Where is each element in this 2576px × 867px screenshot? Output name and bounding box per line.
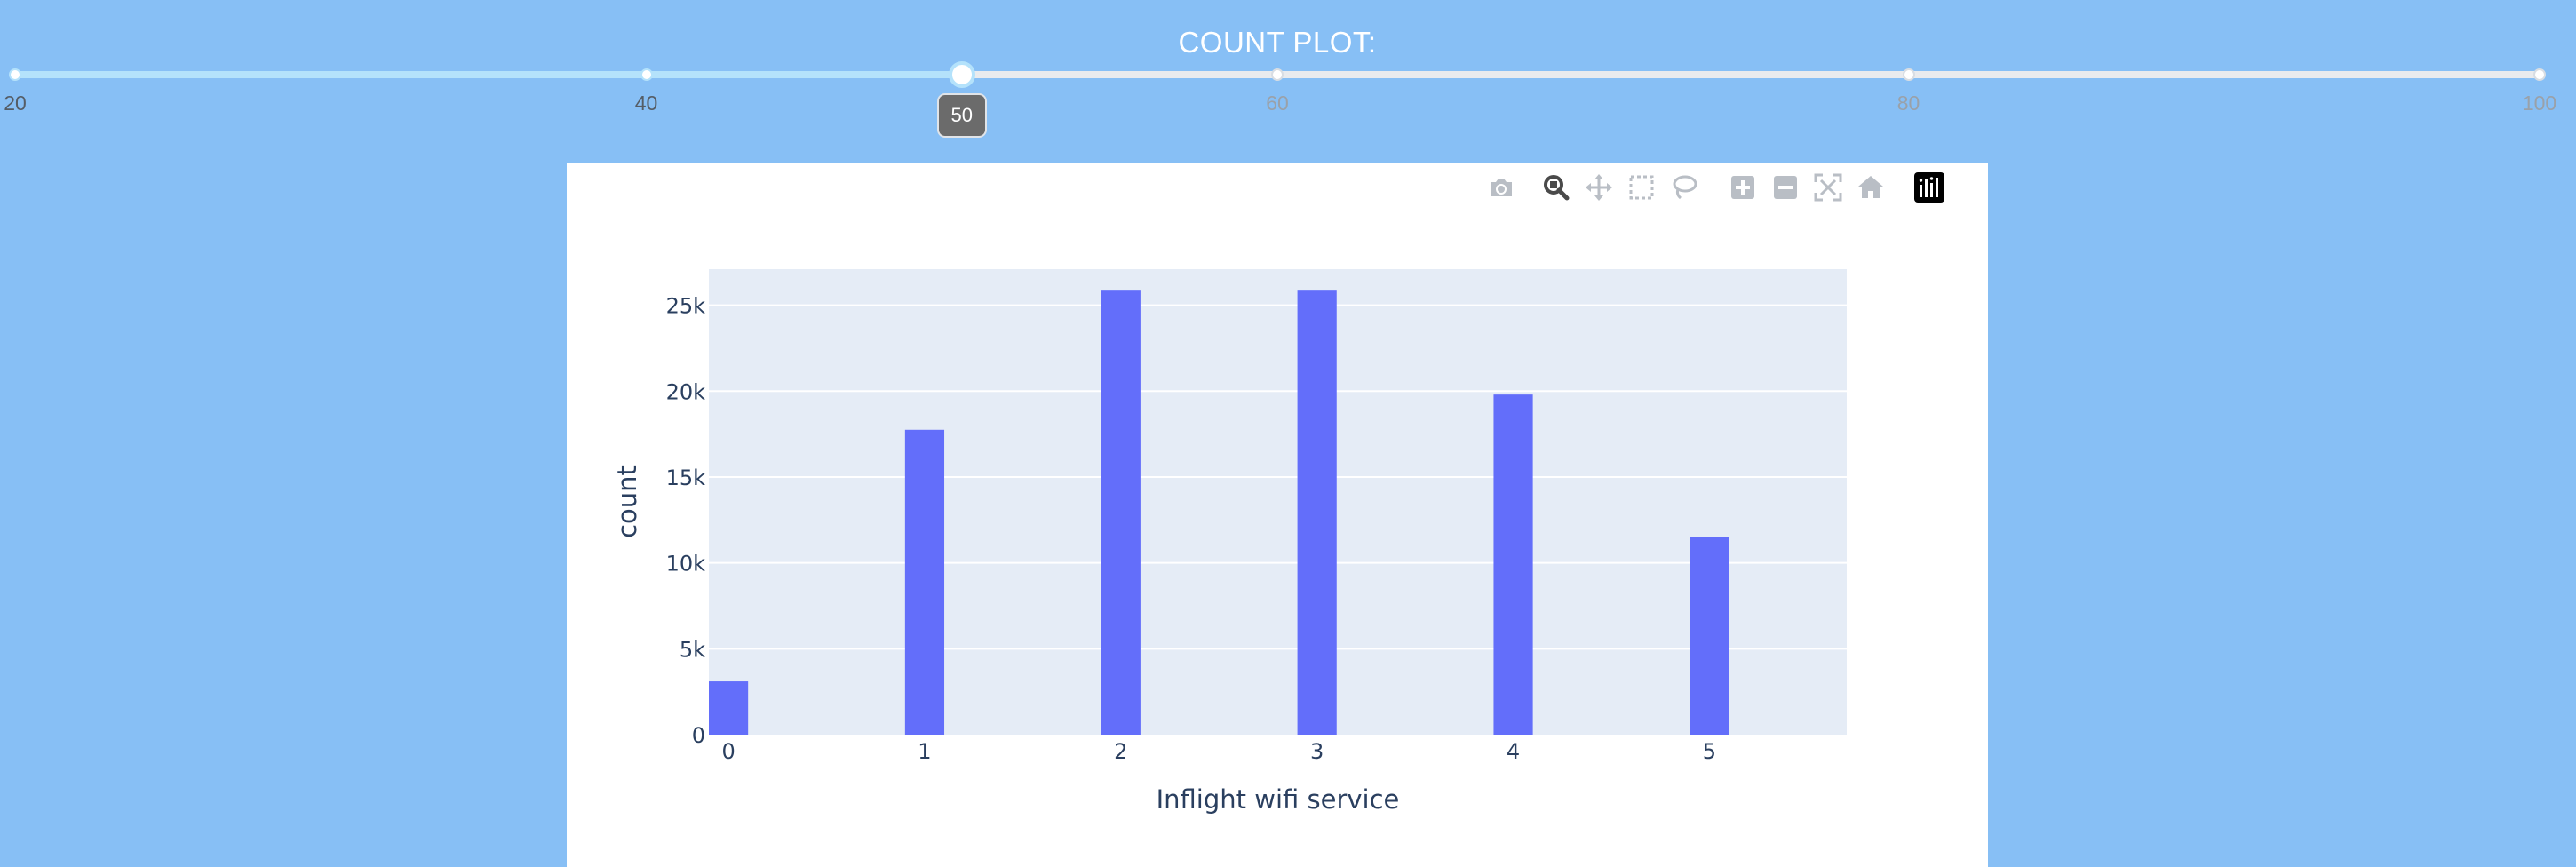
slider-dot-20[interactable] — [9, 68, 21, 81]
x-tick-label: 3 — [1310, 739, 1324, 764]
y-tick-label: 15k — [666, 465, 706, 490]
chart-modebar — [1483, 170, 1981, 205]
zoom-in-icon[interactable] — [1725, 170, 1761, 205]
slider-dot-100[interactable] — [2533, 68, 2546, 81]
value-slider[interactable]: 20 40 60 80 100 50 — [0, 53, 2576, 160]
slider-value-tooltip: 50 — [936, 93, 987, 138]
gridlines — [709, 304, 1847, 650]
chart-panel: 0 5k 10k 15k 20k 25k 0 1 2 3 4 5 Inflight wifi ser… — [567, 163, 1988, 867]
plot-area[interactable] — [709, 269, 1847, 735]
x-axis-ticks: 0 1 2 3 4 5 — [721, 739, 1716, 764]
x-axis-title: Inflight wifi service — [1157, 784, 1400, 815]
y-tick-label: 25k — [666, 294, 706, 319]
bar-4[interactable] — [1493, 394, 1533, 735]
reset-axes-icon[interactable] — [1853, 170, 1888, 205]
bar-1[interactable] — [904, 429, 945, 735]
zoom-out-icon[interactable] — [1768, 170, 1803, 205]
pan-icon[interactable] — [1581, 170, 1617, 205]
bars — [709, 290, 1729, 735]
slider-handle[interactable] — [948, 61, 975, 88]
plotly-logo-icon[interactable] — [1912, 170, 1947, 205]
slider-mark-label[interactable]: 100 — [2522, 91, 2557, 115]
bar-5[interactable] — [1690, 537, 1729, 735]
count-bar-chart[interactable]: 0 5k 10k 15k 20k 25k 0 1 2 3 4 5 Inflight wifi ser… — [567, 163, 1988, 867]
y-axis-title: count — [612, 465, 642, 538]
y-tick-label: 5k — [680, 637, 705, 662]
camera-icon[interactable] — [1483, 170, 1519, 205]
slider-dot-40[interactable] — [640, 68, 653, 81]
bar-0[interactable] — [709, 681, 749, 735]
bar-2[interactable] — [1101, 290, 1141, 735]
lasso-select-icon[interactable] — [1666, 170, 1702, 205]
x-tick-label: 2 — [1114, 739, 1127, 764]
y-axis-ticks: 0 5k 10k 15k 20k 25k — [666, 294, 706, 748]
autoscale-icon[interactable] — [1810, 170, 1846, 205]
zoom-icon[interactable] — [1538, 170, 1574, 205]
y-tick-label: 20k — [666, 379, 706, 404]
x-tick-label: 4 — [1507, 739, 1520, 764]
x-tick-label: 5 — [1703, 739, 1716, 764]
y-tick-label: 0 — [692, 723, 705, 748]
slider-mark-label[interactable]: 80 — [1896, 91, 1920, 115]
slider-mark-label[interactable]: 20 — [4, 91, 27, 115]
bar-3[interactable] — [1297, 290, 1337, 735]
slider-track[interactable] — [15, 71, 962, 78]
page-title: COUNT PLOT: — [1178, 26, 1377, 59]
slider-mark-label[interactable]: 60 — [1266, 91, 1289, 115]
slider-dot-60[interactable] — [1271, 68, 1284, 81]
box-select-icon[interactable] — [1624, 170, 1659, 205]
slider-mark-label[interactable]: 40 — [634, 91, 658, 115]
slider-dot-80[interactable] — [1902, 68, 1915, 81]
y-tick-label: 10k — [666, 552, 706, 577]
x-tick-label: 1 — [918, 739, 931, 764]
x-tick-label: 0 — [721, 739, 735, 764]
